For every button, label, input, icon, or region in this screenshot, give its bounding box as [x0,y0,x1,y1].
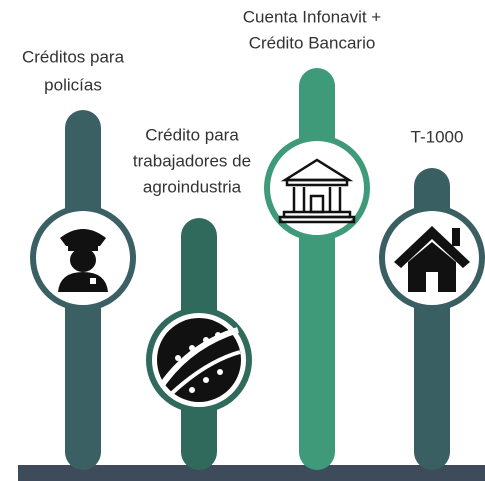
base [18,465,485,481]
label-line: Crédito para [145,125,239,144]
police-icon [58,229,108,292]
label-line: policías [44,75,102,94]
agro-icon [157,318,241,402]
label-line: trabajadores de [133,151,251,170]
label-line: T-1000 [411,127,464,146]
house-icon [394,226,470,292]
label-line: Crédito Bancario [249,33,376,52]
bank-icon [278,158,356,224]
label-line: agroindustria [143,177,242,196]
label: Créditos para policías Crédito para trab… [22,7,464,196]
label-line: Créditos para [22,47,125,66]
label-line: Cuenta Infonavit + [243,7,382,26]
pillar [299,68,335,470]
